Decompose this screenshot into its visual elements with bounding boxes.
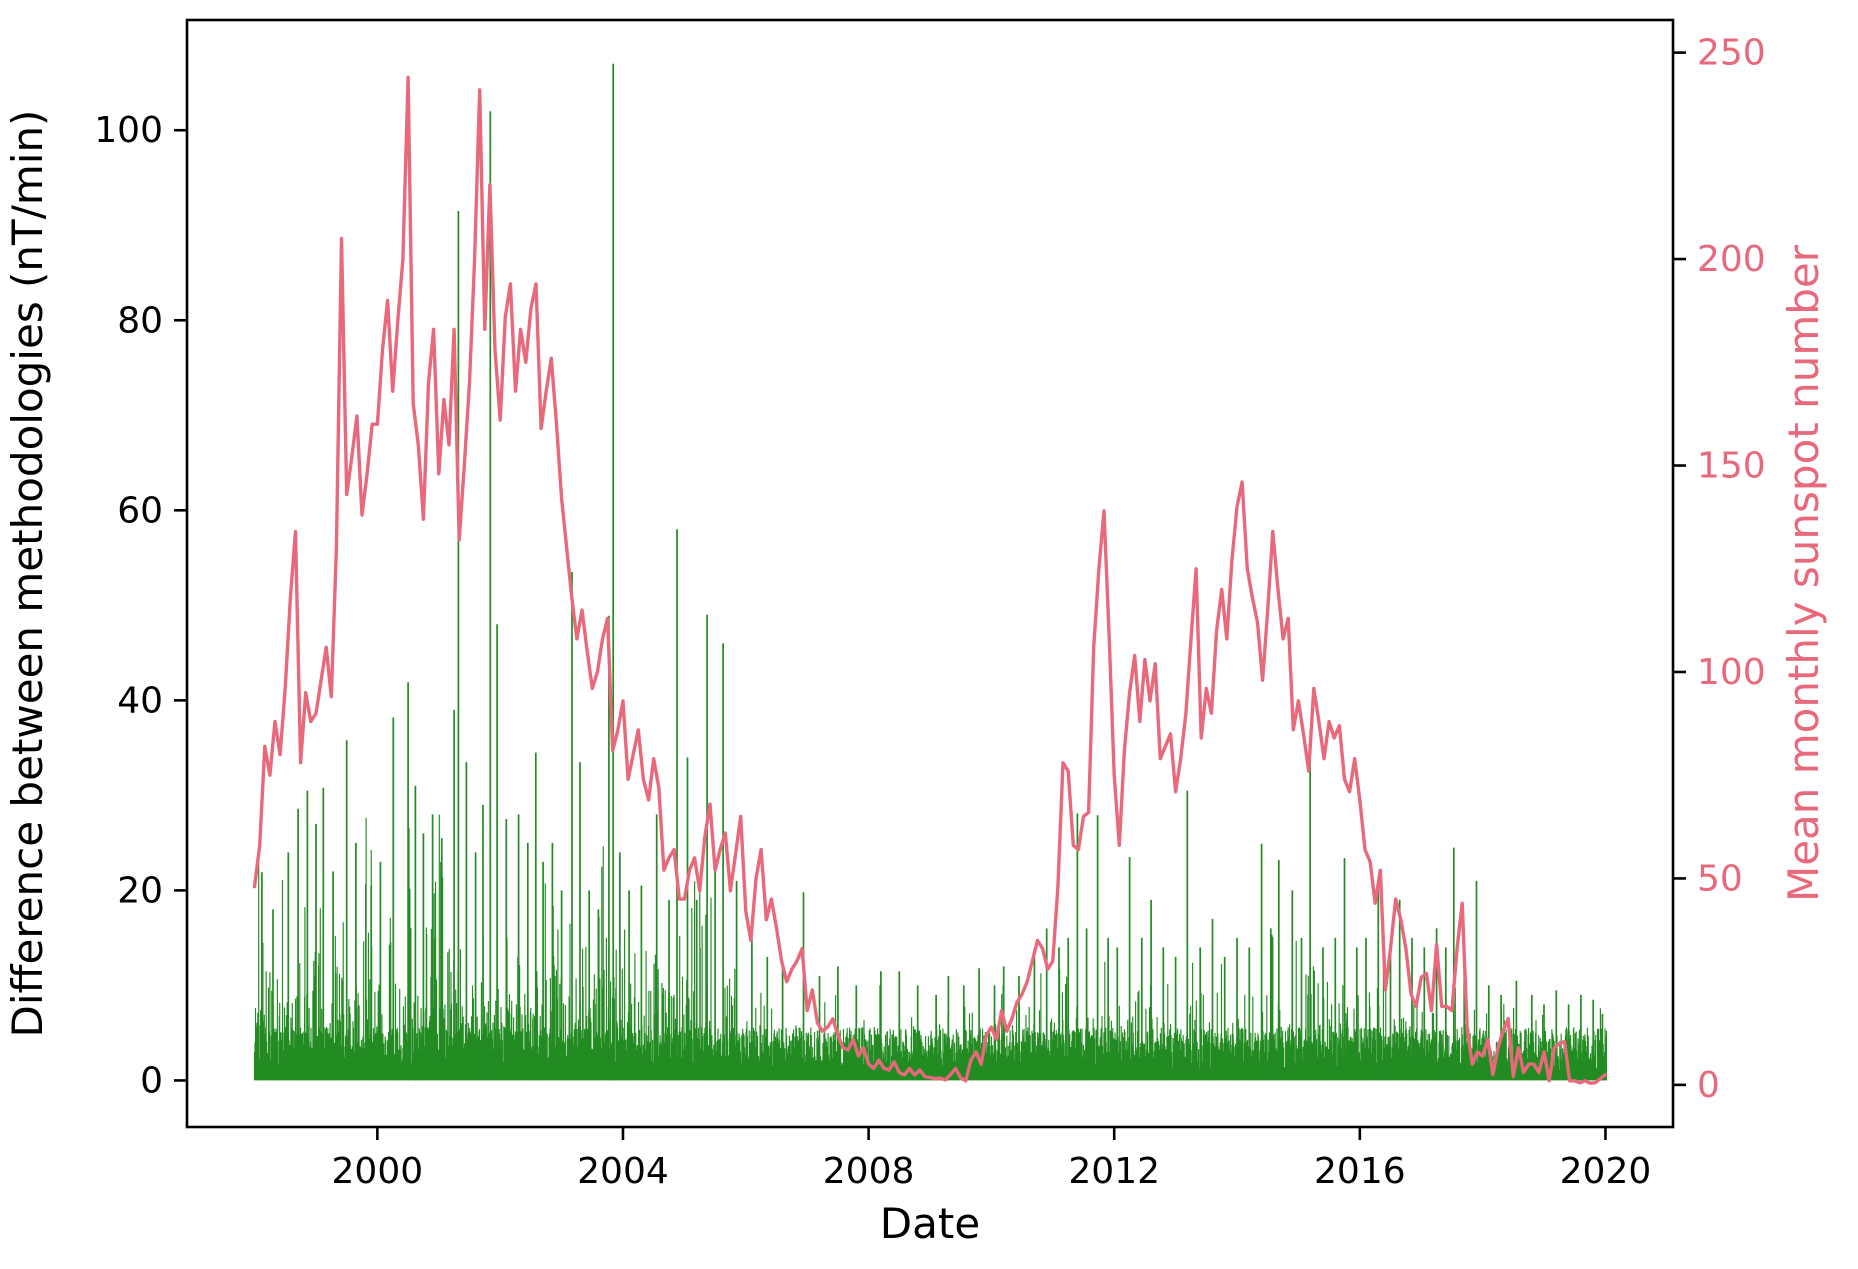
right-tick-label: 50 [1697, 858, 1743, 899]
sunspot-number-series [252, 75, 1608, 1085]
x-tick-label: 2012 [1068, 1151, 1160, 1192]
right-tick-label: 150 [1697, 446, 1766, 487]
left-tick-label: 0 [140, 1060, 163, 1101]
x-tick-label: 2004 [577, 1151, 669, 1192]
right-tick-label: 250 [1697, 33, 1766, 74]
left-tick-label: 80 [117, 300, 163, 341]
left-axis-label: Difference between methodologies (nT/min… [3, 110, 52, 1038]
x-tick-label: 2016 [1314, 1151, 1406, 1192]
x-tick-label: 2020 [1560, 1151, 1652, 1192]
left-tick-label: 40 [117, 680, 163, 721]
left-tick-label: 20 [117, 870, 163, 911]
x-tick-label: 2008 [823, 1151, 915, 1192]
methodology-difference-series [253, 63, 1608, 1081]
x-axis-label: Date [880, 1199, 980, 1248]
sunspot-line [252, 75, 1608, 1085]
left-tick-label: 100 [94, 110, 163, 151]
right-tick-label: 0 [1697, 1065, 1720, 1106]
plot-border [185, 18, 1675, 1129]
x-tick-label: 2000 [332, 1151, 424, 1192]
right-tick-label: 200 [1697, 239, 1766, 280]
right-axis-label: Mean monthly sunspot number [1779, 244, 1828, 902]
right-tick-label: 100 [1697, 652, 1766, 693]
left-tick-label: 60 [117, 490, 163, 531]
axes: 0 20 40 60 80 100 2000 2004 2008 2012 2016 2020 0 50 1… [3, 18, 1828, 1248]
